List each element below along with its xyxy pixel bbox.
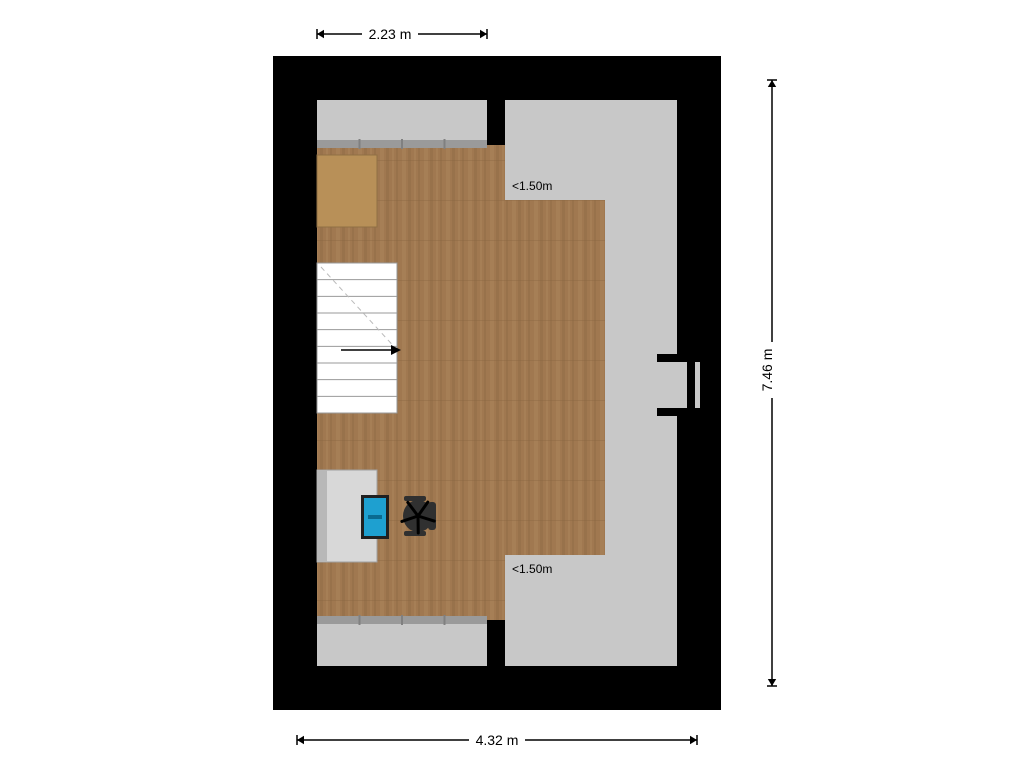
window-top-mullion	[359, 139, 361, 149]
dimension-label: 4.32 m	[476, 732, 519, 748]
window-bottom-mullion	[359, 615, 361, 625]
desk-shelf	[317, 470, 327, 562]
staircase	[317, 263, 401, 413]
window-bottom-mullion	[444, 615, 446, 625]
grey-bottom-left	[317, 620, 487, 666]
wood-floor-right	[520, 200, 610, 555]
storage-box	[317, 155, 377, 227]
monitor-bar	[368, 515, 382, 519]
ceiling-height-upper: <1.50m	[512, 179, 552, 193]
window-top-mullion	[444, 139, 446, 149]
dimension-label: 7.46 m	[759, 349, 775, 392]
window-bottom-mullion	[401, 615, 403, 625]
dimension-label: 2.23 m	[369, 26, 412, 42]
ceiling-height-lower: <1.50m	[512, 562, 552, 576]
window-top-mullion	[401, 139, 403, 149]
grey-top-left	[317, 100, 487, 145]
